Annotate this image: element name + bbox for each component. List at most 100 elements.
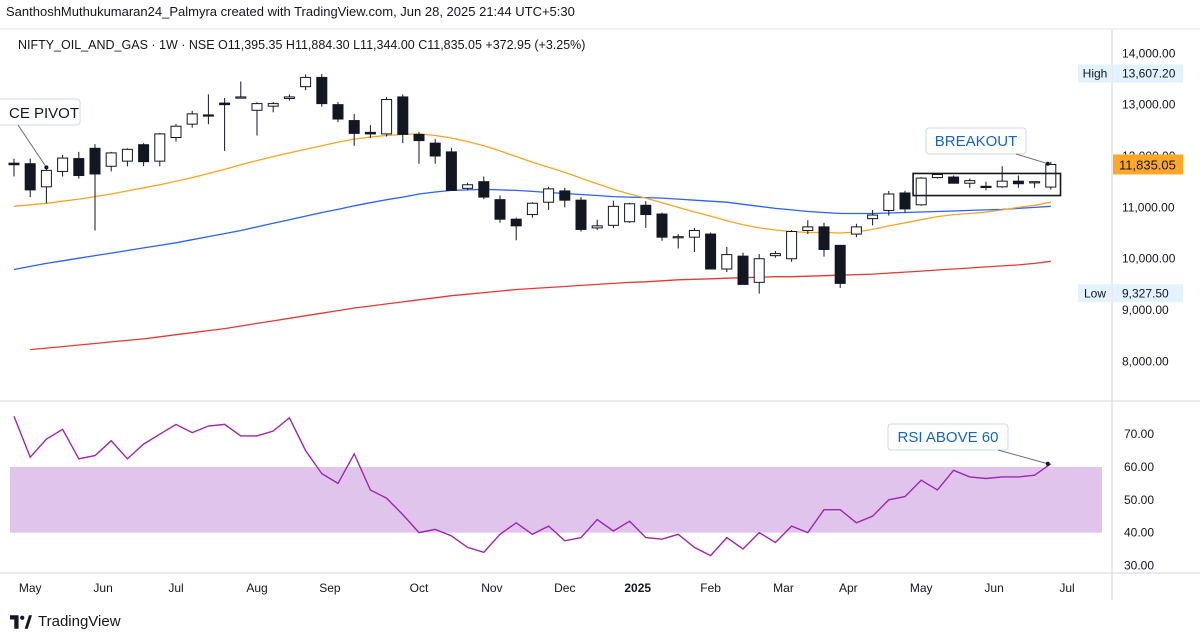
candle-body bbox=[1045, 163, 1057, 188]
candle-body bbox=[300, 76, 312, 88]
breakout-callout-pointer bbox=[1015, 153, 1048, 165]
candle-body bbox=[526, 202, 538, 216]
rsi-tick-label: 70.00 bbox=[1124, 427, 1154, 441]
candle bbox=[721, 246, 733, 273]
candle-body bbox=[737, 255, 749, 285]
candle-body bbox=[413, 133, 425, 142]
candle-body bbox=[73, 158, 85, 177]
candle-body bbox=[948, 176, 960, 184]
candle bbox=[170, 124, 182, 142]
candle-body bbox=[753, 258, 765, 283]
candle-body bbox=[786, 231, 798, 260]
time-tick-label: Aug bbox=[246, 581, 267, 595]
candle-body bbox=[316, 76, 328, 105]
candle-body bbox=[996, 180, 1008, 188]
candle-body bbox=[1012, 180, 1024, 185]
time-tick-label: May bbox=[19, 581, 42, 595]
candle bbox=[251, 102, 263, 136]
last-price-bg bbox=[1113, 154, 1183, 175]
candle-body bbox=[672, 236, 684, 239]
candle-body bbox=[931, 173, 943, 179]
candle bbox=[964, 178, 976, 188]
candle bbox=[834, 244, 846, 289]
time-tick-label: Mar bbox=[773, 581, 794, 595]
candle bbox=[737, 252, 749, 285]
candle bbox=[575, 197, 587, 232]
candle-body bbox=[769, 253, 781, 257]
high-label: High bbox=[1083, 66, 1108, 80]
rsi-callout-text: RSI ABOVE 60 bbox=[898, 429, 999, 446]
time-tick-label: Jun bbox=[93, 581, 112, 595]
candle-body bbox=[462, 184, 474, 189]
price-tick-label: 9,000.00 bbox=[1122, 303, 1169, 317]
candle bbox=[73, 151, 85, 179]
candle-body bbox=[624, 203, 636, 223]
tradingview-brand: TradingView bbox=[38, 613, 121, 630]
candle bbox=[57, 154, 69, 177]
candle-body bbox=[802, 226, 814, 231]
pivot-callout-dot bbox=[44, 165, 49, 170]
candle-body bbox=[429, 142, 441, 157]
time-tick-label: Nov bbox=[481, 581, 502, 595]
rsi-callout-dot bbox=[1045, 461, 1050, 466]
time-tick-label: Jul bbox=[1059, 581, 1074, 595]
candle-body bbox=[251, 103, 263, 111]
candle-body bbox=[1029, 181, 1041, 184]
price-tick-label: 13,000.00 bbox=[1122, 98, 1176, 112]
candle bbox=[283, 94, 295, 101]
candle bbox=[105, 151, 117, 172]
rsi-tick-label: 30.00 bbox=[1124, 558, 1154, 572]
candle-body bbox=[121, 148, 133, 162]
ma200-line bbox=[30, 260, 1051, 351]
time-tick-label: Jul bbox=[168, 581, 183, 595]
candle bbox=[24, 158, 36, 198]
symbol-ohlc-line: NIFTY_OIL_AND_GAS · 1W · NSE O11,395.35 … bbox=[18, 38, 586, 52]
candle bbox=[300, 74, 312, 91]
candle bbox=[202, 94, 214, 125]
low-value: 9,327.50 bbox=[1122, 286, 1169, 300]
candle-body bbox=[364, 131, 376, 135]
candle-body bbox=[40, 169, 52, 188]
candle bbox=[607, 200, 619, 228]
pivot-callout-text: CE PIVOT bbox=[9, 105, 79, 122]
candle bbox=[316, 73, 328, 107]
breakout-box bbox=[912, 172, 1062, 197]
candle-body bbox=[818, 226, 830, 250]
candle bbox=[850, 223, 862, 238]
candle-body bbox=[591, 225, 603, 229]
ma20-line bbox=[13, 133, 1051, 234]
candle bbox=[818, 222, 830, 257]
price-tick-label: 11,000.00 bbox=[1122, 200, 1175, 214]
pivot-callout-box bbox=[0, 98, 81, 126]
candle-body bbox=[721, 254, 733, 270]
candles bbox=[8, 73, 1057, 294]
candle bbox=[980, 181, 992, 191]
candle bbox=[510, 217, 522, 241]
pivot-callout-pointer bbox=[17, 124, 47, 168]
candle-body bbox=[235, 96, 247, 99]
candle-body bbox=[543, 188, 555, 203]
high-value: 13,607.20 bbox=[1122, 66, 1176, 80]
candle-body bbox=[138, 144, 150, 163]
tradingview-footer[interactable]: TradingView bbox=[10, 613, 121, 630]
low-label: Low bbox=[1084, 286, 1106, 300]
rsi-tick-label: 50.00 bbox=[1124, 493, 1154, 507]
candle-body bbox=[8, 162, 20, 166]
candle-body bbox=[688, 229, 700, 238]
candle bbox=[624, 202, 636, 223]
candle bbox=[348, 113, 360, 146]
candle-body bbox=[656, 213, 668, 238]
candle-body bbox=[381, 99, 393, 135]
candle-body bbox=[445, 151, 457, 191]
candle-body bbox=[105, 152, 117, 167]
candle bbox=[591, 219, 603, 230]
candle-body bbox=[607, 205, 619, 226]
candle bbox=[559, 187, 571, 208]
candle bbox=[429, 139, 441, 164]
candle-body bbox=[559, 190, 571, 201]
candle-body bbox=[510, 218, 522, 227]
candle bbox=[445, 147, 457, 191]
candle-body bbox=[640, 204, 652, 216]
candle bbox=[543, 186, 555, 210]
